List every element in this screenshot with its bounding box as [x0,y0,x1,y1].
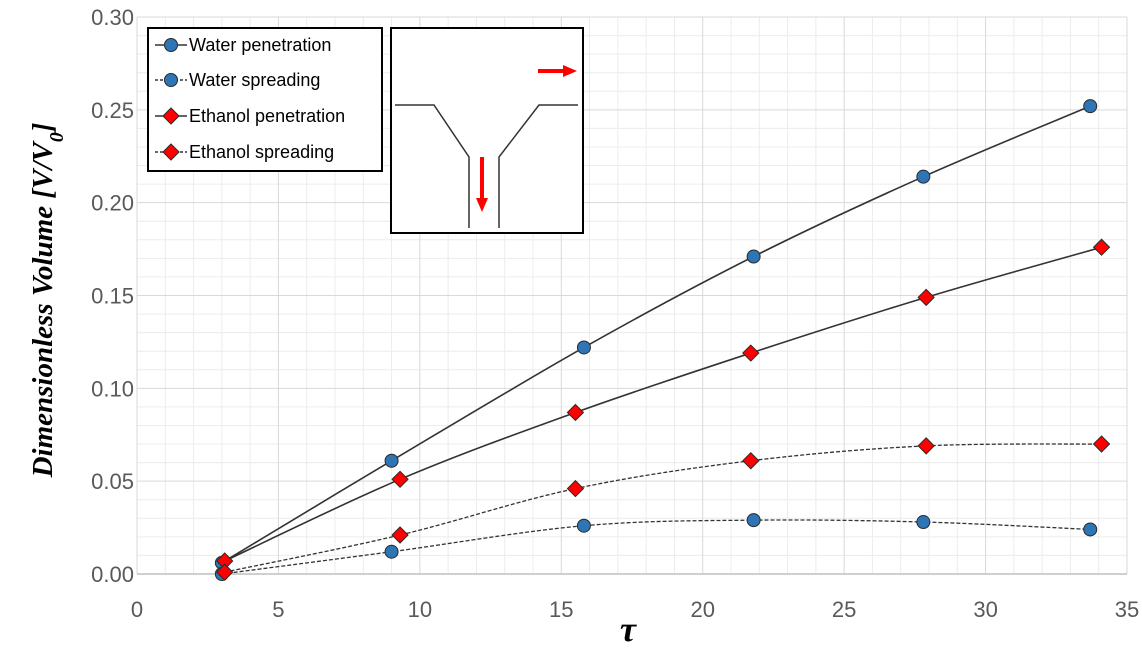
data-point [384,453,399,468]
legend-item: Ethanol penetration [155,106,345,126]
data-point [391,470,409,489]
data-point [746,249,761,264]
data-point [917,437,935,455]
x-tick-label: 35 [1115,597,1139,622]
x-tick-label: 30 [973,597,997,622]
x-axis-label: τ [620,609,637,649]
inset-right-wall [498,104,578,228]
y-axis-label-main: Dimensionless Volume [V/V [27,140,59,479]
legend-label: Water penetration [189,35,331,55]
legend-marker [164,73,178,87]
data-point [742,344,760,362]
legend: Water penetration Water spreading Ethanol … [147,27,383,172]
series-line [221,519,1091,575]
data-point [566,403,585,422]
data-point [1083,99,1098,114]
x-tick-label: 20 [690,597,714,622]
legend-item: Water spreading [155,70,320,90]
data-point [1092,435,1111,453]
legend-box [147,27,383,172]
data-point [566,479,585,498]
x-tick-labels: 0 5 10 15 20 25 30 35 [131,597,1139,622]
y-tick-label: 0.10 [91,376,134,401]
y-tick-labels: 0.00 0.05 0.10 0.15 0.20 0.25 0.30 [91,5,134,587]
series-water-spreading [214,513,1098,581]
data-point [391,526,409,544]
y-tick-label: 0.05 [91,469,134,494]
data-point [742,452,760,470]
series-line [224,443,1102,573]
data-point [1083,522,1098,537]
legend-item: Water penetration [155,35,331,55]
data-point [215,563,234,581]
legend-marker [162,143,180,161]
y-tick-label: 0.20 [91,191,134,216]
legend-marker [164,38,178,52]
legend-label: Ethanol spreading [189,142,334,162]
y-axis-label-subscript: 0 [46,132,68,142]
series-ethanol-penetration [215,238,1111,570]
data-series [214,99,1111,581]
data-point [746,513,761,528]
data-point [576,518,591,533]
legend-marker [162,107,180,125]
data-point [576,340,591,355]
x-tick-label: 10 [408,597,432,622]
y-tick-label: 0.25 [91,98,134,123]
x-tick-label: 15 [549,597,573,622]
legend-item: Ethanol spreading [155,142,334,162]
x-tick-label: 0 [131,597,143,622]
series-line [224,246,1102,562]
inset-frame [390,27,584,234]
x-tick-label: 25 [832,597,856,622]
data-point [916,515,931,530]
y-axis-label: Dimensionless Volume [V/V0] [27,123,68,479]
y-axis-label-bracket: ] [27,123,59,135]
data-point [384,544,399,559]
inset-spreading-arrow-icon [538,65,577,77]
legend-label: Ethanol penetration [189,106,345,126]
inset-penetration-arrow-icon [476,157,488,212]
data-point [916,169,931,184]
inset-left-wall [395,104,470,228]
series-line [221,105,1091,564]
legend-label: Water spreading [189,70,320,90]
series-ethanol-spreading [215,435,1111,581]
inset-schematic [390,27,584,234]
y-tick-label: 0.30 [91,5,134,30]
data-point [917,288,935,307]
y-tick-label: 0.15 [91,284,134,309]
x-tick-label: 5 [272,597,284,622]
data-point [1092,238,1111,256]
y-tick-label: 0.00 [91,562,134,587]
